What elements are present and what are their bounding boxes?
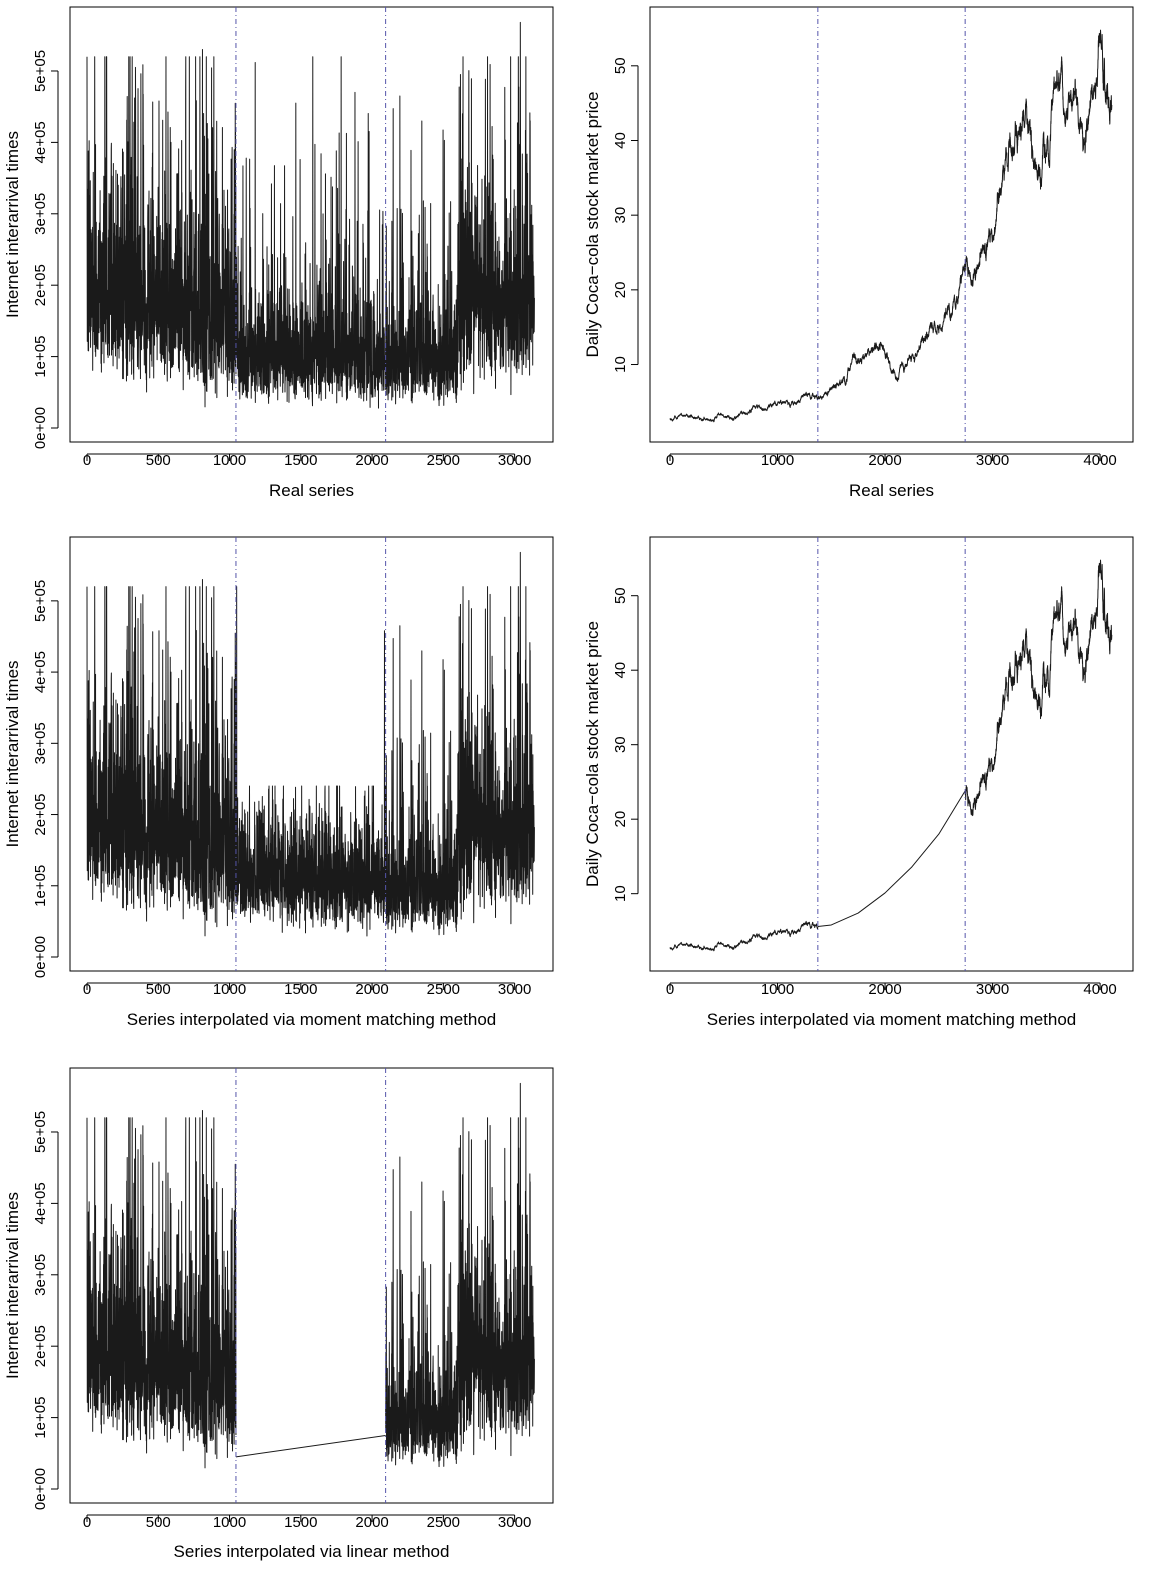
x-axis-label: Real series (849, 481, 934, 500)
x-axis-label: Series interpolated via moment matching … (707, 1010, 1076, 1029)
panel-p5: 0 500 1000 1500 2000 2500 3000 0e+00 1e+05 2e+05 3… (3, 1067, 554, 1561)
y-tick-label: 4e+05 (32, 1182, 49, 1224)
series-line (86, 1110, 237, 1469)
series-line (669, 920, 819, 952)
x-tick-label: 1500 (284, 452, 317, 469)
series-line (86, 551, 535, 937)
x-tick-label: 4000 (1083, 981, 1116, 998)
x-tick-label: 1000 (213, 452, 246, 469)
y-tick-label: 30 (612, 207, 629, 224)
y-tick-label: 40 (612, 132, 629, 149)
x-tick-label: 1000 (761, 452, 794, 469)
x-tick-label: 1000 (213, 981, 246, 998)
x-tick-label: 3000 (976, 981, 1009, 998)
y-tick-label: 20 (612, 811, 629, 828)
x-tick-label: 0 (83, 981, 91, 998)
x-axis-label: Series interpolated via linear method (174, 1542, 450, 1561)
plot-frame (649, 536, 1134, 972)
x-tick-label: 1500 (284, 1514, 317, 1531)
x-tick-label: 2000 (868, 452, 901, 469)
series-line (669, 29, 1113, 423)
series-line (86, 21, 535, 409)
x-tick-label: 2000 (355, 1514, 388, 1531)
y-axis-label: Internet interarrival times (3, 131, 22, 318)
y-tick-label: 5e+05 (32, 1111, 49, 1153)
x-tick-label: 3000 (976, 452, 1009, 469)
y-tick-label: 4e+05 (32, 651, 49, 693)
x-tick-label: 2000 (355, 452, 388, 469)
x-tick-label: 2500 (427, 452, 460, 469)
y-tick-label: 3e+05 (32, 1254, 49, 1296)
series-line (964, 559, 1113, 817)
y-tick-label: 30 (612, 736, 629, 753)
y-axis-label: Daily Coca−cola stock market price (583, 621, 602, 887)
y-tick-label: 0e+00 (32, 1468, 49, 1510)
y-tick-label: 50 (612, 587, 629, 604)
x-tick-label: 2000 (355, 981, 388, 998)
x-tick-label: 2500 (427, 981, 460, 998)
x-tick-label: 3000 (498, 1514, 531, 1531)
y-tick-label: 40 (612, 662, 629, 679)
y-tick-label: 50 (612, 57, 629, 74)
x-tick-label: 0 (666, 981, 674, 998)
x-tick-label: 1500 (284, 981, 317, 998)
x-tick-label: 500 (146, 1514, 171, 1531)
y-tick-label: 2e+05 (32, 264, 49, 306)
x-tick-label: 500 (146, 981, 171, 998)
y-tick-label: 0e+00 (32, 936, 49, 978)
series-line (385, 1082, 535, 1468)
y-axis-label: Daily Coca−cola stock market price (583, 92, 602, 358)
y-tick-label: 10 (612, 356, 629, 373)
x-tick-label: 2000 (868, 981, 901, 998)
y-tick-label: 1e+05 (32, 1397, 49, 1439)
plot-frame (649, 6, 1134, 443)
y-axis-label: Internet interarrival times (3, 1192, 22, 1379)
panel-p2: 0 1000 2000 3000 4000 10 20 30 40 50 Real series Da… (583, 6, 1134, 500)
y-axis-label: Internet interarrival times (3, 660, 22, 847)
y-tick-label: 10 (612, 885, 629, 902)
panel-p4: 0 1000 2000 3000 4000 10 20 30 40 50 Series interp… (583, 536, 1134, 1029)
y-tick-label: 1e+05 (32, 336, 49, 378)
y-tick-label: 0e+00 (32, 407, 49, 449)
y-tick-label: 1e+05 (32, 865, 49, 907)
x-axis-label: Real series (269, 481, 354, 500)
panel-p3: 0 500 1000 1500 2000 2500 3000 0e+00 1e+05 2e+05 3… (3, 536, 554, 1029)
x-tick-label: 2500 (427, 1514, 460, 1531)
x-tick-label: 0 (83, 452, 91, 469)
x-axis-label: Series interpolated via moment matching … (127, 1010, 496, 1029)
y-tick-label: 4e+05 (32, 121, 49, 163)
x-tick-label: 0 (83, 1514, 91, 1531)
plot-frame (69, 536, 554, 972)
y-tick-label: 3e+05 (32, 722, 49, 764)
series-line (817, 790, 966, 927)
plot-frame (69, 6, 554, 443)
y-tick-label: 2e+05 (32, 793, 49, 835)
y-tick-label: 2e+05 (32, 1325, 49, 1367)
x-tick-label: 0 (666, 452, 674, 469)
x-tick-label: 1000 (213, 1514, 246, 1531)
x-tick-label: 1000 (761, 981, 794, 998)
y-tick-label: 20 (612, 282, 629, 299)
y-tick-label: 3e+05 (32, 193, 49, 235)
x-tick-label: 4000 (1083, 452, 1116, 469)
x-tick-label: 3000 (498, 981, 531, 998)
plot-frame (69, 1067, 554, 1504)
series-line (235, 1434, 386, 1458)
x-tick-label: 500 (146, 452, 171, 469)
x-tick-label: 3000 (498, 452, 531, 469)
panel-p1: 0 500 1000 1500 2000 2500 3000 0e+00 1e+05 2e+05 3… (3, 6, 554, 500)
y-tick-label: 5e+05 (32, 50, 49, 92)
y-tick-label: 5e+05 (32, 580, 49, 622)
